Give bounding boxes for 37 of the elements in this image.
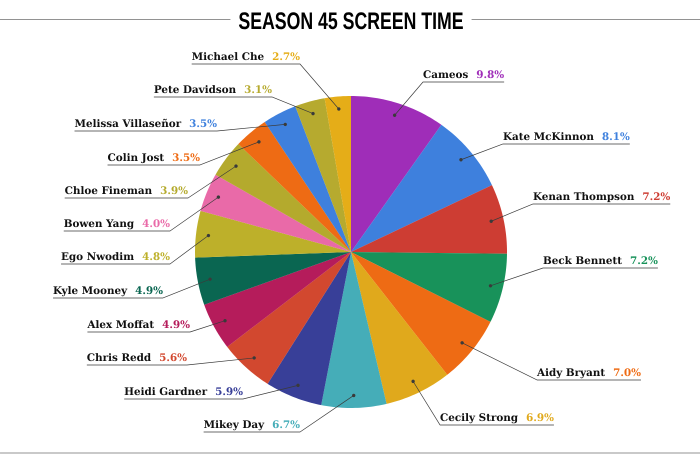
data-label: 7.0% <box>614 368 641 376</box>
slice-label: Beck Bennett <box>543 256 622 264</box>
data-label: 4.9% <box>162 320 190 328</box>
slice-label: Cameos <box>423 70 468 78</box>
slice-label: Cecily Strong <box>440 413 518 424</box>
data-label: 2.7% <box>272 52 300 60</box>
data-label: 3.1% <box>244 85 272 94</box>
slice-label: Chloe Fineman <box>65 186 152 194</box>
data-label: 3.5% <box>172 153 200 162</box>
data-label: 3.9% <box>160 186 188 194</box>
data-label: 4.9% <box>136 286 163 294</box>
data-label: 3.5% <box>190 119 217 128</box>
data-label: 5.9% <box>216 387 243 396</box>
slice-label: Bowen Yang <box>64 219 134 230</box>
slice-label: Mikey Day <box>204 420 264 430</box>
slice-label: Alex Moffat <box>87 320 154 328</box>
data-label: 6.7% <box>272 420 300 428</box>
data-label: 7.2% <box>643 192 670 200</box>
slice-label: Ego Nwodim <box>62 252 134 262</box>
data-label: 9.8% <box>476 70 504 78</box>
slice-label: Pete Davidson <box>154 85 236 94</box>
slice-label: Melissa Villaseñor <box>74 118 182 128</box>
data-label: 5.6% <box>160 353 187 362</box>
data-label: 4.8% <box>142 252 170 260</box>
data-label: 7.2% <box>630 256 658 264</box>
slice-label: Chris Redd <box>87 353 151 362</box>
slice-label: Aidy Bryant <box>536 368 606 378</box>
slice-label: Colin Jost <box>108 153 164 164</box>
slice-label: Heidi Gardner <box>124 387 208 396</box>
slice-label: Kenan Thompson <box>533 192 634 202</box>
chart-title: SEASON 45 SCREEN TIME <box>238 12 463 30</box>
slice-label: Michael Che <box>192 52 264 60</box>
slice-label: Kate McKinnon <box>503 132 594 140</box>
data-label: 4.0% <box>142 219 170 228</box>
data-label: 8.1% <box>602 132 630 140</box>
data-label: 6.9% <box>526 413 554 422</box>
slice-label: Kyle Mooney <box>53 286 128 296</box>
